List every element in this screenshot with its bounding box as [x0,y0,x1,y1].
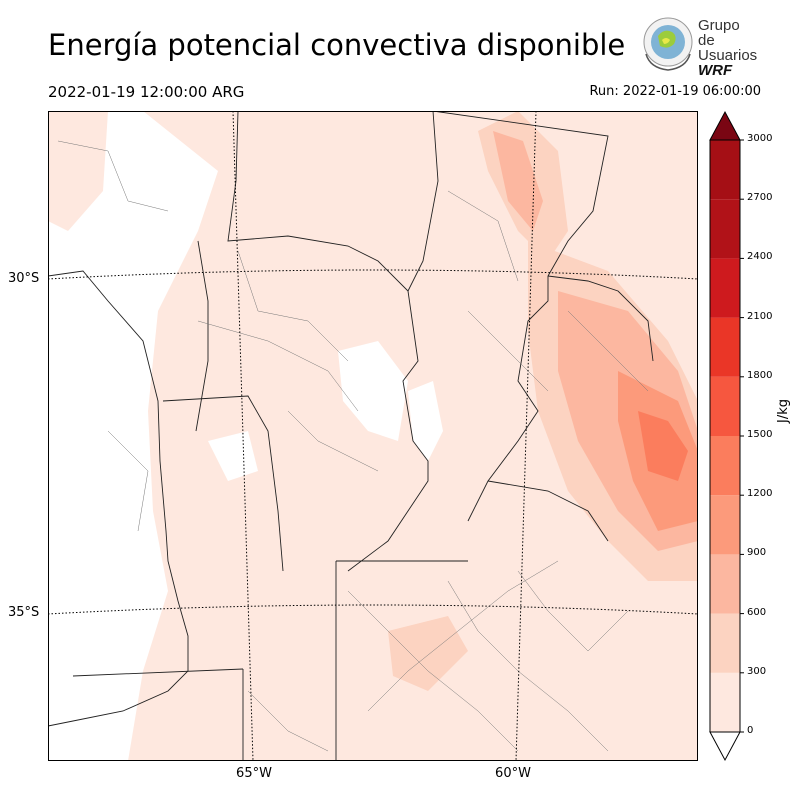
logo-text-line2: Usuarios [698,47,758,64]
colorbar-segment [710,199,740,259]
graticule [48,111,698,761]
colorbar-segment [710,613,740,673]
colorbar [709,110,744,762]
run-time: Run: 2022-01-19 06:00:00 [589,84,761,99]
colorbar-tick-label: 2100 [747,310,773,322]
colorbar-segment [710,317,740,377]
lat-label-30s: 30°S [8,271,40,286]
globe-logo-icon [643,17,693,71]
lon-label-65w: 65°W [236,766,272,781]
colorbar-tick-label: 2700 [747,192,773,204]
cape-field [48,111,698,761]
colorbar-segment [710,554,740,614]
boundaries [48,111,654,761]
colorbar-tick-label: 600 [747,606,767,618]
colorbar-segment [710,495,740,555]
colorbar-tick-label: 900 [747,547,767,559]
colorbar-tick-label: 1800 [747,369,773,381]
colorbar-segment [710,672,740,732]
colorbar-tick-label: 300 [747,665,767,677]
colorbar-segment [710,258,740,318]
colorbar-segment [710,376,740,436]
valid-time: 2022-01-19 12:00:00 ARG [48,83,245,101]
lon-label-60w: 60°W [495,766,531,781]
logo-text-line3: WRF [698,62,733,79]
lat-label-35s: 35°S [8,605,40,620]
colorbar-extend-min [709,731,741,762]
colorbar-extend-max [709,110,741,141]
colorbar-tick-label: 2400 [747,251,773,263]
colorbar-tick-label: 1200 [747,488,773,500]
colorbar-tick-label: 1500 [747,429,773,440]
map-title: Energía potencial convectiva disponible [48,28,626,62]
colorbar-tick-label: 3000 [747,133,773,144]
colorbar-segment [710,436,740,496]
colorbar-segment [710,140,740,200]
departments [57,140,649,752]
logo-text-line1: Grupo de [698,17,740,49]
colorbar-tick-label: 0 [747,725,754,736]
cape-map [48,111,698,761]
grupo-usuarios-wrf-logo: Grupo de Usuarios WRF [638,14,760,78]
colorbar-units: J/kg [776,399,791,423]
